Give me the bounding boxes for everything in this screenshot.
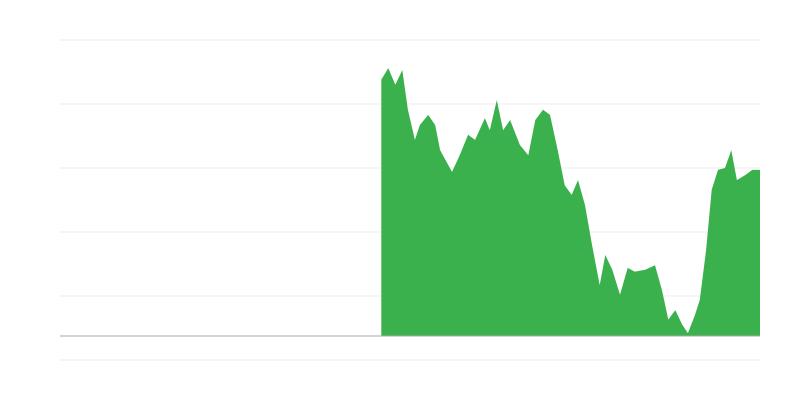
area — [381, 68, 760, 336]
